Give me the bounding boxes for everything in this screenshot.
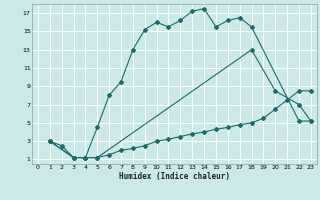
X-axis label: Humidex (Indice chaleur): Humidex (Indice chaleur) bbox=[119, 172, 230, 181]
